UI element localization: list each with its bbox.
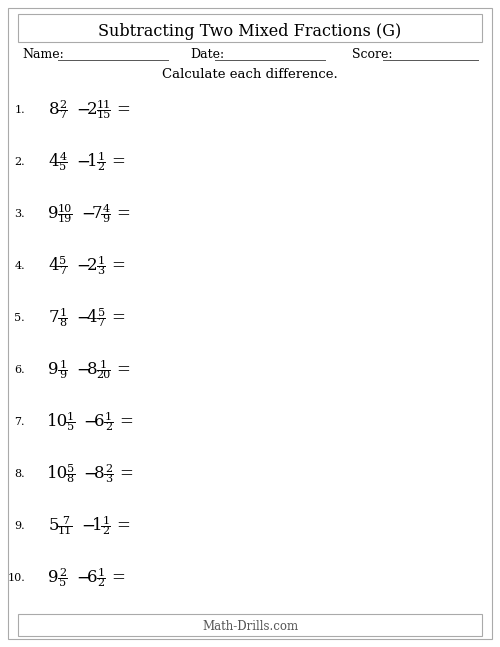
Text: Date:: Date: — [190, 49, 224, 61]
Text: −: − — [76, 153, 90, 171]
Text: 6.: 6. — [14, 365, 25, 375]
Text: 3: 3 — [105, 474, 112, 483]
Text: 9: 9 — [102, 214, 110, 224]
Text: 1: 1 — [102, 516, 110, 527]
Text: 7: 7 — [92, 206, 102, 223]
Text: 4: 4 — [60, 153, 66, 162]
Text: 2: 2 — [102, 525, 110, 536]
Text: 1: 1 — [98, 569, 104, 578]
Text: 2: 2 — [105, 465, 112, 474]
Text: =: = — [119, 413, 133, 430]
Text: 1: 1 — [86, 153, 98, 171]
Text: 10.: 10. — [7, 573, 25, 583]
Bar — [18, 14, 482, 42]
Text: 7: 7 — [48, 309, 59, 327]
Text: 7: 7 — [98, 318, 104, 327]
Text: 8: 8 — [48, 102, 59, 118]
Text: 5: 5 — [60, 162, 66, 171]
Text: −: − — [76, 258, 90, 274]
Text: 4: 4 — [86, 309, 98, 327]
Text: =: = — [116, 362, 130, 378]
Bar — [18, 614, 482, 636]
Text: 1: 1 — [100, 360, 107, 371]
Text: 5: 5 — [98, 309, 104, 318]
Text: 1.: 1. — [14, 105, 25, 115]
Text: 7: 7 — [60, 109, 66, 120]
Text: −: − — [84, 413, 98, 430]
Text: 9: 9 — [60, 369, 66, 380]
Text: =: = — [116, 518, 130, 534]
Text: −: − — [76, 309, 90, 327]
Text: =: = — [112, 153, 126, 171]
Text: 8: 8 — [60, 318, 66, 327]
Text: 3.: 3. — [14, 209, 25, 219]
Text: 5.: 5. — [14, 313, 25, 323]
Text: 1: 1 — [60, 309, 66, 318]
Text: 8: 8 — [66, 474, 74, 483]
Text: 5: 5 — [66, 465, 74, 474]
Text: 8: 8 — [94, 465, 104, 483]
Text: 15: 15 — [96, 109, 110, 120]
Text: 2: 2 — [98, 578, 104, 587]
Text: −: − — [76, 362, 90, 378]
Text: −: − — [84, 465, 98, 483]
Text: −: − — [81, 206, 95, 223]
Text: 1: 1 — [66, 412, 74, 422]
Text: −: − — [81, 518, 95, 534]
Text: Score:: Score: — [352, 49, 393, 61]
Text: 1: 1 — [98, 256, 104, 267]
Text: =: = — [116, 102, 130, 118]
Text: 1: 1 — [60, 360, 66, 371]
Text: 5: 5 — [60, 578, 66, 587]
Text: −: − — [76, 102, 90, 118]
Text: 6: 6 — [86, 569, 97, 586]
Text: 10: 10 — [47, 413, 68, 430]
Text: Name:: Name: — [22, 49, 64, 61]
Text: 2: 2 — [105, 422, 112, 432]
Text: Subtracting Two Mixed Fractions (G): Subtracting Two Mixed Fractions (G) — [98, 23, 402, 39]
Text: 9.: 9. — [14, 521, 25, 531]
Text: 7.: 7. — [14, 417, 25, 427]
Text: 7: 7 — [60, 265, 66, 276]
Text: 11: 11 — [58, 525, 72, 536]
Text: 2: 2 — [86, 102, 98, 118]
Text: 2: 2 — [60, 100, 66, 111]
Text: 8.: 8. — [14, 469, 25, 479]
Text: 5: 5 — [48, 518, 59, 534]
Text: 4: 4 — [48, 258, 59, 274]
Text: 8: 8 — [86, 362, 98, 378]
Text: 3: 3 — [98, 265, 104, 276]
Text: Math-Drills.com: Math-Drills.com — [202, 619, 298, 633]
Text: 2: 2 — [98, 162, 104, 171]
Text: 4: 4 — [48, 153, 59, 171]
Text: 1: 1 — [105, 412, 112, 422]
Text: =: = — [112, 569, 126, 586]
Text: 5: 5 — [60, 256, 66, 267]
Text: Calculate each difference.: Calculate each difference. — [162, 69, 338, 82]
Text: 9: 9 — [48, 569, 59, 586]
Text: =: = — [116, 206, 130, 223]
Text: 6: 6 — [94, 413, 104, 430]
Text: 19: 19 — [58, 214, 72, 224]
Text: 1: 1 — [98, 153, 104, 162]
Text: 4: 4 — [102, 204, 110, 214]
Text: 2: 2 — [60, 569, 66, 578]
Text: 20: 20 — [96, 369, 110, 380]
Text: 10: 10 — [58, 204, 72, 214]
Text: 7: 7 — [62, 516, 68, 527]
Text: 2: 2 — [86, 258, 98, 274]
Text: =: = — [112, 309, 126, 327]
Text: 4.: 4. — [14, 261, 25, 271]
Text: −: − — [76, 569, 90, 586]
Text: =: = — [119, 465, 133, 483]
Text: 9: 9 — [48, 362, 59, 378]
Text: 5: 5 — [66, 422, 74, 432]
Text: 9: 9 — [48, 206, 59, 223]
Text: 11: 11 — [96, 100, 110, 111]
Text: 10: 10 — [47, 465, 68, 483]
Text: 2.: 2. — [14, 157, 25, 167]
Text: =: = — [112, 258, 126, 274]
Text: 1: 1 — [92, 518, 102, 534]
